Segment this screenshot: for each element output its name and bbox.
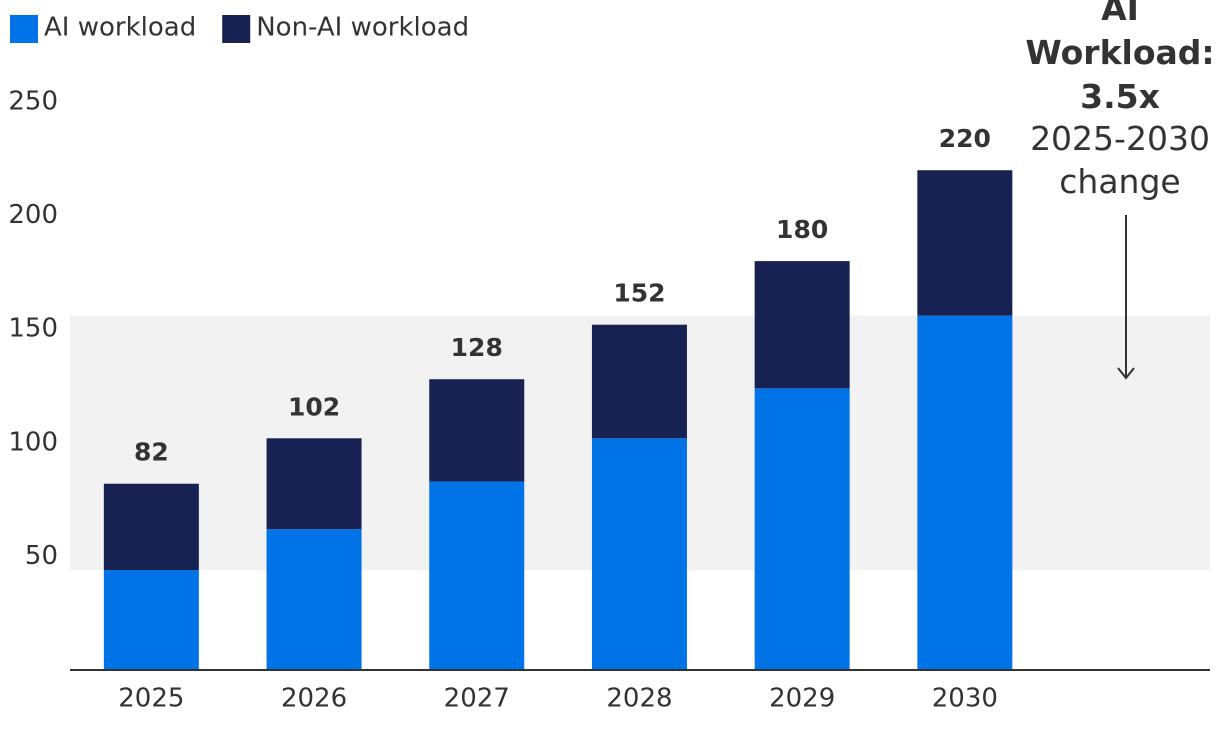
bar-segment: [429, 379, 525, 482]
bar-segment: [917, 170, 1013, 316]
total-label: 152: [613, 279, 665, 308]
x-tick-label: 2027: [444, 684, 510, 714]
total-label: 82: [134, 438, 169, 467]
annotation-text: 2025-2030 change: [1030, 119, 1210, 201]
x-tick-label: 2029: [769, 684, 835, 714]
y-tick-label: 250: [8, 87, 58, 117]
legend-swatch: [10, 15, 38, 43]
bar-segment: [754, 388, 850, 670]
legend-swatch: [222, 15, 251, 43]
bar-segment: [591, 438, 687, 670]
bar-segment: [103, 570, 199, 670]
annotation-line: change: [1059, 162, 1180, 201]
bar-segment: [266, 529, 362, 670]
bar-segment: [591, 324, 687, 439]
total-label: 128: [451, 333, 503, 362]
annotation-title: AI Workload: 3.5x: [1025, 0, 1214, 116]
total-label: 102: [288, 392, 340, 421]
bar-segment: [103, 483, 199, 571]
total-label: 220: [939, 124, 991, 153]
x-tick-label: 2026: [281, 684, 347, 714]
x-tick-label: 2030: [932, 684, 998, 714]
total-label: 180: [776, 215, 828, 244]
bar-segment: [429, 481, 525, 670]
bar-segment: [917, 315, 1013, 670]
y-tick-label: 100: [8, 427, 58, 457]
x-tick-label: 2025: [118, 684, 184, 714]
legend-label: AI workload: [44, 13, 196, 43]
y-tick-label: 200: [8, 200, 58, 230]
annotation-line: AI: [1101, 0, 1139, 28]
legend-label: Non-AI workload: [256, 13, 469, 43]
bar-segment: [266, 438, 362, 530]
annotation-line: 2025-2030: [1030, 119, 1210, 158]
bar-segment: [754, 261, 850, 389]
annotation-line: 3.5x: [1080, 77, 1160, 116]
annotation-line: Workload:: [1025, 33, 1214, 72]
y-tick-label: 150: [8, 314, 58, 344]
y-tick-label: 50: [25, 541, 58, 571]
annotation-arrowhead: [1117, 367, 1135, 380]
x-tick-label: 2028: [606, 684, 672, 714]
